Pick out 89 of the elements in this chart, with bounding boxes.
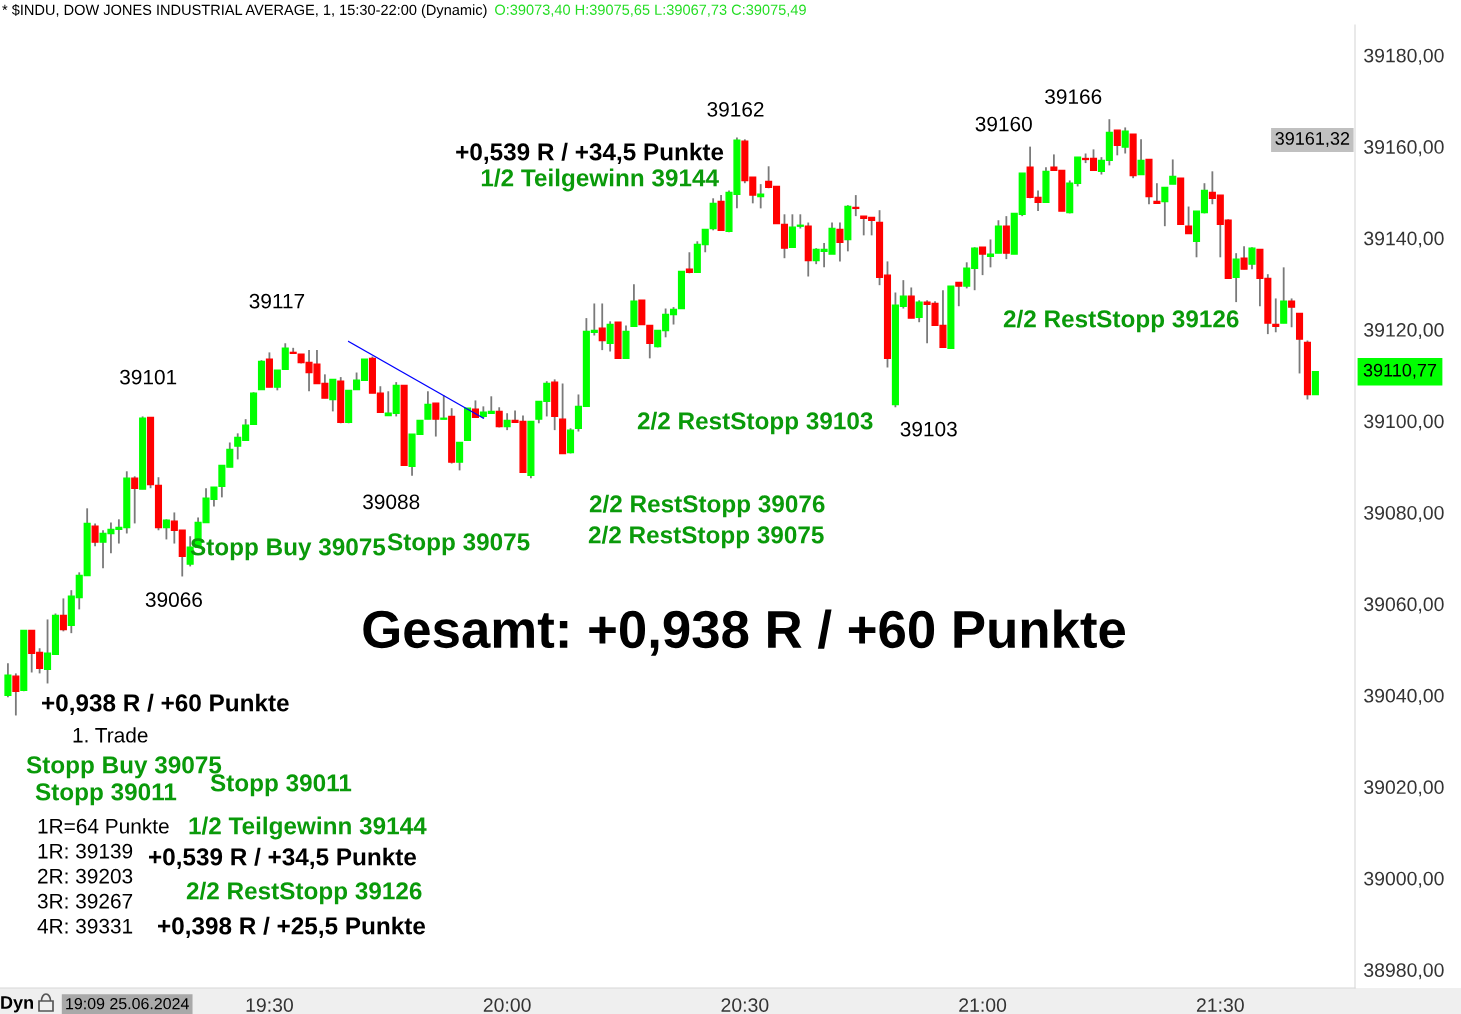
annotation: 1/2 Teilgewinn 39144 <box>481 168 719 192</box>
annotation: 1R=64 Punkte <box>38 818 169 834</box>
annotation: 2/2 RestStopp 39126 <box>186 881 422 905</box>
candlestick <box>836 221 844 263</box>
candlestick <box>646 324 654 360</box>
candlestick <box>432 402 440 438</box>
candlestick <box>1185 205 1193 235</box>
text: Dyn <box>1 996 33 1013</box>
annotation: 39166 <box>1045 89 1102 104</box>
annotation: Stopp 39075 <box>387 533 530 556</box>
candlestick <box>955 281 963 308</box>
x-tick-label: 19:30 <box>246 998 293 1012</box>
candlestick <box>1311 370 1319 396</box>
annotation: 39161,32 <box>1275 132 1350 147</box>
candlestick <box>907 286 915 320</box>
annotation: 1. Trade <box>73 727 148 743</box>
candlestick <box>91 522 99 548</box>
candlestick <box>852 194 860 218</box>
candlestick <box>757 183 765 210</box>
annotation: 39110,77 <box>1363 363 1437 379</box>
y-tick-label: 39140,00 <box>1364 231 1444 248</box>
x-tick-label: 21:30 <box>1196 998 1244 1012</box>
candlestick <box>162 518 170 541</box>
annotation: Gesamt: +0,938 R / +60 Punkte <box>363 609 1126 656</box>
candlestick <box>12 672 20 717</box>
candlestick <box>1272 297 1280 334</box>
candlestick <box>1232 252 1240 304</box>
annotation: 39162 <box>707 101 764 117</box>
chart-title: * $INDU, DOW JONES INDUSTRIAL AVERAGE, 1, 15:30-22:00 (Dynamic) <box>2 4 487 18</box>
candlestick <box>1248 246 1256 271</box>
annotation: 2/2 RestStopp 39103 <box>637 411 873 435</box>
y-tick-label: 39160,00 <box>1364 140 1444 157</box>
annotation: 1/2 Teilgewinn 39144 <box>189 816 427 840</box>
y-tick-label: 39060,00 <box>1364 597 1444 614</box>
candlestick <box>606 320 614 353</box>
y-tick-label: 38980,00 <box>1364 963 1444 980</box>
annotation: +0,398 R / +25,5 Punkte <box>158 916 426 939</box>
candlestick <box>424 390 432 421</box>
annotation: +0,539 R / +34,5 Punkte <box>456 142 724 165</box>
candlestick <box>329 378 337 413</box>
y-tick-label: 39120,00 <box>1364 323 1444 340</box>
candlestick <box>915 299 923 324</box>
annotation: 2/2 RestStopp 39075 <box>588 525 824 549</box>
y-tick-label: 39000,00 <box>1364 871 1444 888</box>
candlestick <box>598 302 606 352</box>
annotation: 39160 <box>975 116 1032 132</box>
annotation: 39101 <box>120 369 177 385</box>
annotation: 39066 <box>145 592 202 608</box>
annotation: Stopp 39011 <box>35 783 177 806</box>
y-tick-label: 39100,00 <box>1364 414 1444 431</box>
annotation: +0,938 R / +60 Punkte <box>42 693 289 716</box>
candlestick <box>1288 297 1296 329</box>
y-tick-label: 39180,00 <box>1364 48 1444 65</box>
annotation: 4R: 39331 <box>37 918 133 934</box>
y-tick-label: 39020,00 <box>1364 780 1444 797</box>
candlestick <box>979 246 987 277</box>
candlestick <box>59 597 67 633</box>
annotation: 3R: 39267 <box>37 893 133 909</box>
annotation: +0,539 R / +34,5 Punkte <box>149 847 417 870</box>
annotation: 2/2 RestStopp 39126 <box>1003 309 1239 333</box>
x-tick-label: 20:00 <box>483 998 531 1012</box>
y-tick-label: 39080,00 <box>1364 505 1444 522</box>
candlestick <box>1121 126 1129 155</box>
candlestick <box>780 213 789 260</box>
candlestick <box>1240 245 1248 271</box>
annotation: 2R: 39203 <box>38 868 133 884</box>
chart-subtitle: O:39073,40 H:39075,65 L:39067,73 C:39075,49 <box>495 4 806 17</box>
candlestick <box>281 342 289 371</box>
candlestick <box>4 662 12 699</box>
annotation: 2/2 RestStopp 39076 <box>589 494 825 518</box>
x-tick-label: 20:30 <box>721 998 769 1012</box>
y-tick-label: 39040,00 <box>1364 688 1444 705</box>
text: 19:09 25.06.2024 <box>66 997 189 1010</box>
annotation: 39117 <box>249 293 305 309</box>
annotation: 39103 <box>900 421 957 437</box>
annotation: 1R: 39139 <box>38 843 133 859</box>
candlestick <box>1153 182 1161 205</box>
x-tick-label: 21:00 <box>959 998 1007 1012</box>
candlestick <box>1137 138 1145 176</box>
candlestick <box>1169 158 1177 186</box>
candlestick <box>440 394 448 421</box>
candlestick <box>566 427 575 455</box>
candlestick <box>131 475 139 525</box>
candlestick <box>1113 129 1121 157</box>
candlestick <box>1280 266 1288 325</box>
candlestick <box>1161 186 1169 228</box>
annotation: 39088 <box>363 494 420 510</box>
candlestick <box>273 369 281 392</box>
candlestick <box>456 441 464 472</box>
